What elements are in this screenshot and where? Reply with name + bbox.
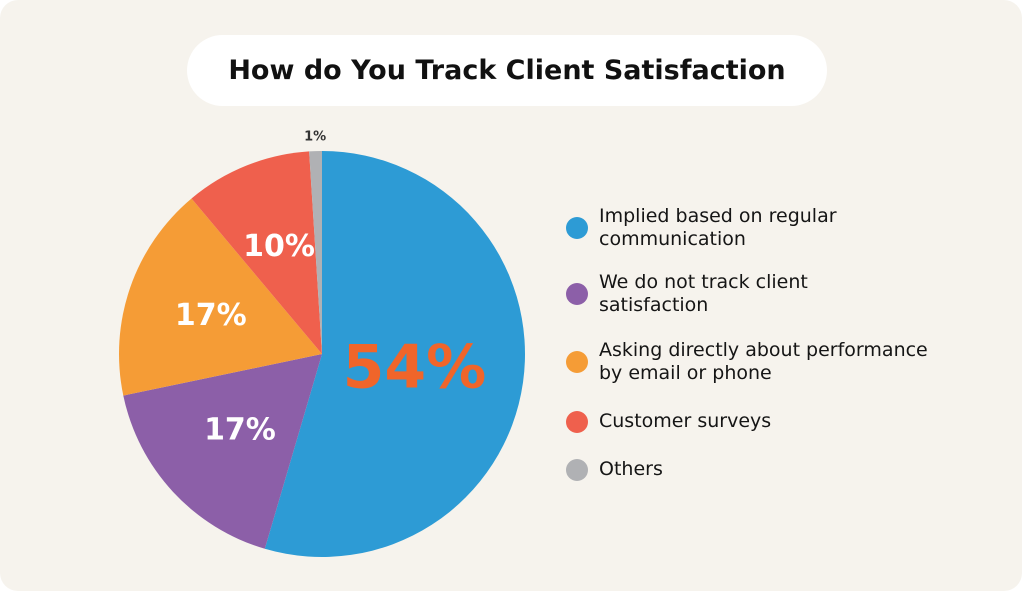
legend-label: Implied based on regular communication — [599, 205, 837, 250]
legend-label: Customer surveys — [599, 410, 772, 432]
pie-slice — [119, 198, 322, 396]
legend-label: Others — [599, 458, 663, 480]
slice-data-label: 10% — [243, 229, 315, 264]
legend-swatch-icon — [566, 410, 588, 433]
legend-swatch-icon — [566, 351, 588, 373]
legend-item: Asking directly about performance by ema… — [566, 339, 929, 385]
slice-data-label: 1% — [304, 129, 326, 144]
pie-slice — [309, 151, 322, 354]
slice-data-label: 17% — [204, 412, 276, 447]
legend-label: We do not track client satisfaction — [599, 271, 808, 316]
legend-swatch-icon — [566, 217, 588, 239]
legend-item: Others — [566, 458, 899, 481]
chart-title: How do You Track Client Satisfaction — [187, 35, 827, 106]
slice-data-label: 17% — [175, 298, 247, 333]
legend-swatch-icon — [566, 283, 588, 305]
pie-slice — [264, 151, 525, 557]
legend-swatch-icon — [566, 458, 588, 481]
pie-slice — [191, 151, 322, 354]
legend-label: Asking directly about performance by ema… — [599, 339, 928, 384]
legend-item: Implied based on regular communication — [566, 205, 869, 251]
slice-data-label: 54% — [343, 332, 487, 402]
pie-slice — [123, 354, 322, 549]
legend-item: We do not track client satisfaction — [566, 271, 849, 317]
legend-item: Customer surveys — [566, 410, 899, 433]
